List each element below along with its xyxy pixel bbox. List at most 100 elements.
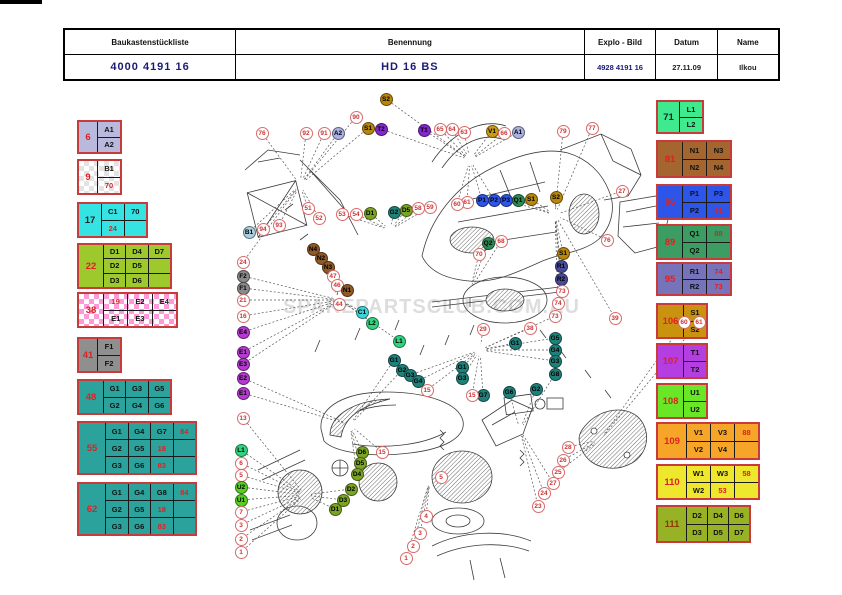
- legend-cell: [172, 518, 196, 534]
- balloon-66: 66: [497, 126, 511, 140]
- legend-row: D3 D6: [104, 272, 170, 287]
- legend-cell: T1: [690, 348, 700, 358]
- legend-table-grid: W1 W3 58 W2 53: [687, 466, 758, 498]
- legend-cell: 88: [706, 226, 730, 242]
- legend-table-label: 9: [79, 161, 98, 193]
- balloon-6: 6: [234, 456, 248, 470]
- balloon-D4: D4: [350, 467, 364, 481]
- balloon-S2: S2: [549, 190, 563, 204]
- legend-cell: E1: [111, 313, 121, 323]
- legend-table-95: 95 R1 74 R2 73: [656, 262, 732, 296]
- legend-table-111: 111 D2 D4 D6 D3 D5 D7: [656, 505, 751, 543]
- balloon-1: 1: [399, 551, 413, 565]
- legend-table-label: 55: [79, 423, 106, 473]
- legend-cell: E2: [127, 294, 151, 310]
- legend-table-label: 22: [79, 245, 104, 287]
- legend-row: E1 E3: [104, 309, 176, 326]
- legend-table-grid: B1 70: [98, 161, 120, 193]
- legend-cell: L1: [686, 104, 696, 114]
- legend-cell: P1: [689, 189, 700, 199]
- header-title-row: Baukastenstückliste Benennung Explo - Bi…: [63, 28, 780, 55]
- balloon-94: 94: [256, 222, 270, 236]
- legend-table-108: 108 U1 U2: [656, 383, 708, 419]
- legend-table-label: 86: [658, 186, 683, 218]
- legend-table-grid: N1 N3 N2 N4: [683, 142, 730, 176]
- balloon-F2: F2: [236, 269, 250, 283]
- legend-cell: 18: [150, 501, 173, 517]
- legend-cell: G3: [111, 521, 122, 531]
- balloon-5: 5: [434, 470, 448, 484]
- legend-cell: 53: [710, 482, 734, 498]
- legend-cell: S2: [690, 324, 700, 334]
- legend-row: A2: [98, 136, 120, 153]
- legend-cell: [172, 457, 196, 473]
- legend-cell: 88: [734, 424, 758, 441]
- legend-row: U2: [684, 400, 706, 418]
- legend-table-grid: R1 74 R2 73: [683, 264, 730, 294]
- legend-table-22: 22 D1 D4 D7 D2 D5 D3 D6: [77, 243, 172, 289]
- legend-row: S1: [684, 305, 706, 321]
- legend-row: W1 W3 58: [687, 466, 758, 482]
- balloon-S1: S1: [524, 192, 538, 206]
- balloon-E1: E1: [236, 345, 250, 359]
- balloon-G1: G1: [508, 336, 522, 350]
- legend-cell: [172, 501, 196, 517]
- balloon-D5: D5: [399, 203, 413, 217]
- balloon-P1: P1: [475, 193, 489, 207]
- legend-cell: V1: [693, 427, 704, 437]
- legend-table-label: 111: [658, 507, 687, 541]
- balloon-L2: L2: [365, 316, 379, 330]
- legend-cell: D7: [147, 245, 170, 259]
- watermark: SPAREPARTSCLUB.COM.AU: [283, 296, 580, 318]
- balloon-29: 29: [476, 322, 490, 336]
- legend-table-label: 89: [658, 226, 683, 258]
- legend-row: D2 D5: [104, 258, 170, 273]
- balloon-S2: S2: [379, 92, 393, 106]
- legend-table-label: 62: [79, 484, 106, 534]
- balloon-53: 53: [335, 207, 349, 221]
- legend-table-label: 41: [79, 339, 98, 371]
- legend-cell: 74: [706, 264, 730, 279]
- legend-row: G2 G4 G6: [104, 396, 170, 413]
- name-value: Ilkou: [716, 54, 780, 81]
- balloon-D1: D1: [328, 502, 342, 516]
- legend-cell: 70: [104, 180, 114, 190]
- legend-cell: [151, 310, 176, 326]
- legend-cell: V3: [710, 424, 734, 441]
- balloon-63: 63: [457, 125, 471, 139]
- legend-cell: D6: [125, 273, 147, 287]
- legend-cell: F1: [104, 342, 114, 352]
- balloon-L1: L1: [234, 443, 248, 457]
- legend-row: D2 D4 D6: [687, 507, 749, 524]
- legend-cell: D1: [109, 247, 120, 257]
- legend-row: G2 G5 18: [106, 439, 195, 456]
- legend-cell: U1: [690, 388, 700, 398]
- balloon-90: 90: [349, 110, 363, 124]
- legend-row: F2: [98, 354, 120, 372]
- balloon-E1: E1: [236, 386, 250, 400]
- legend-cell: 70: [123, 204, 147, 220]
- legend-cell: W2: [692, 485, 705, 495]
- scan-artifact: [0, 0, 42, 4]
- balloon-92: 92: [299, 126, 313, 140]
- balloon-76: 76: [600, 233, 614, 247]
- balloon-1: 1: [234, 545, 248, 559]
- legend-row: T2: [684, 360, 706, 378]
- legend-row: L1: [680, 102, 702, 117]
- legend-cell: G2: [111, 443, 122, 453]
- legend-cell: E4: [151, 294, 176, 310]
- legend-cell: 83: [150, 518, 173, 534]
- balloon-G3: G3: [455, 371, 469, 385]
- balloon-39: 39: [608, 311, 622, 325]
- balloon-3: 3: [234, 518, 248, 532]
- balloon-G2: G2: [387, 205, 401, 219]
- balloon-G1: G1: [387, 353, 401, 367]
- balloon-13: 13: [236, 411, 250, 425]
- balloon-7: 7: [234, 505, 248, 519]
- balloon-24: 24: [537, 486, 551, 500]
- legend-row: R2 73: [683, 278, 730, 294]
- balloon-N4: N4: [306, 242, 320, 256]
- balloon-27: 27: [615, 184, 629, 198]
- balloon-23: 23: [531, 499, 545, 513]
- balloon-E3: E3: [236, 357, 250, 371]
